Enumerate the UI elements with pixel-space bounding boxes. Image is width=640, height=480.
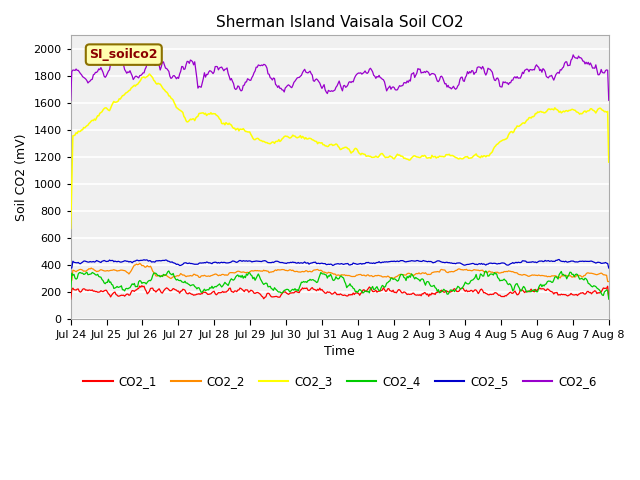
Legend: CO2_1, CO2_2, CO2_3, CO2_4, CO2_5, CO2_6: CO2_1, CO2_2, CO2_3, CO2_4, CO2_5, CO2_6: [78, 371, 601, 393]
X-axis label: Time: Time: [324, 346, 355, 359]
Title: Sherman Island Vaisala Soil CO2: Sherman Island Vaisala Soil CO2: [216, 15, 463, 30]
Y-axis label: Soil CO2 (mV): Soil CO2 (mV): [15, 133, 28, 221]
Text: SI_soilco2: SI_soilco2: [90, 48, 158, 61]
